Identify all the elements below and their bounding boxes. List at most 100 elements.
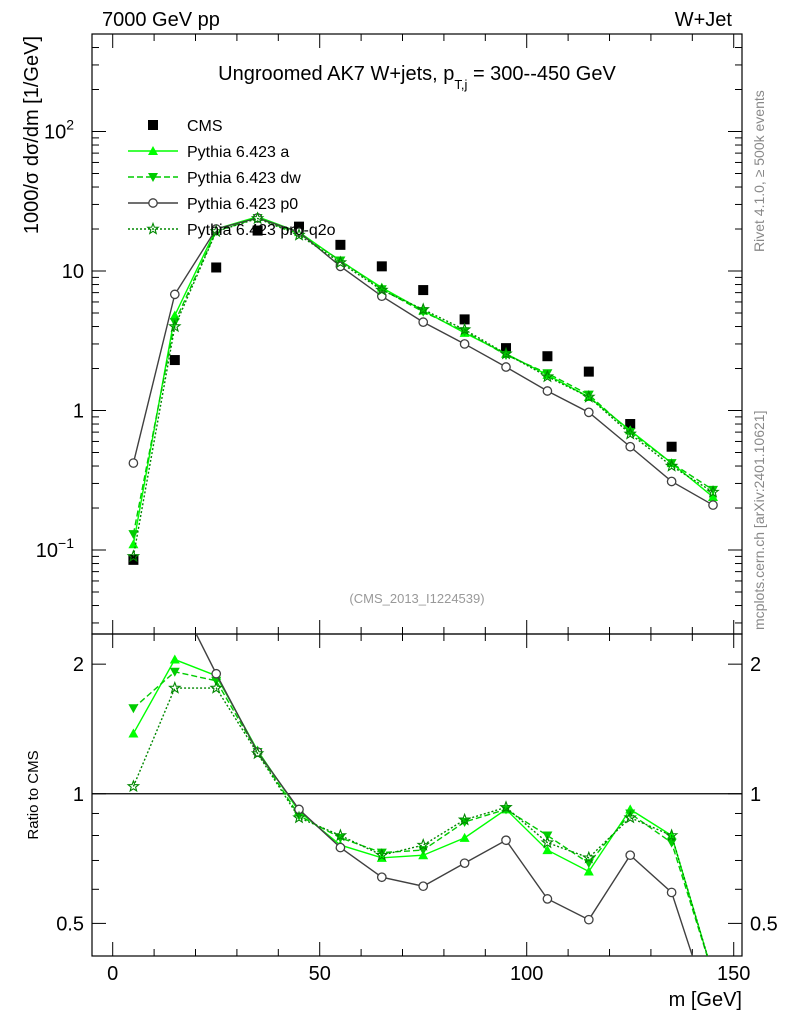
legend-entry-pythia-6-423-pro-q2o: Pythia 6.423 pro-q2o bbox=[128, 221, 336, 239]
legend-entry-pythia-6-423-dw: Pythia 6.423 dw bbox=[128, 170, 301, 187]
main-ylabel: 1000/σ dσ/dm [1/GeV] bbox=[21, 36, 43, 234]
ratio-series-pythia-6-423-pro-q2o bbox=[126, 680, 709, 956]
ratio-point-pythia-6-423-pro-q2o bbox=[540, 835, 555, 849]
ratio-point-pythia-6-423-p0 bbox=[129, 492, 137, 500]
ratio-ytick-label-right: 0.5 bbox=[750, 913, 778, 935]
main-point-pythia-6-423-p0 bbox=[294, 227, 304, 237]
main-point-pythia-6-423-a bbox=[169, 310, 180, 320]
main-point-cms bbox=[459, 314, 470, 325]
ratio-point-pythia-6-423-p0 bbox=[666, 887, 677, 898]
ratio-point-pythia-6-423-dw bbox=[666, 838, 677, 848]
main-series-pythia-6-423-a bbox=[128, 211, 719, 549]
legend-entry-pythia-6-423-a: Pythia 6.423 a bbox=[128, 144, 289, 161]
main-point-pythia-6-423-p0 bbox=[501, 362, 511, 372]
ratio-point-pythia-6-423-a bbox=[583, 866, 594, 876]
ratio-point-pythia-6-423-pro-q2o bbox=[209, 680, 223, 694]
main-point-pythia-6-423-p0 bbox=[708, 500, 718, 510]
legend-marker bbox=[146, 221, 160, 235]
ratio-xtick-label: 100 bbox=[510, 963, 543, 985]
main-point-pythia-6-423-dw bbox=[625, 428, 636, 438]
ratio-series-pythia-6-423-dw bbox=[128, 667, 708, 956]
ratio-point-pythia-6-423-p0 bbox=[583, 914, 594, 925]
legend-entry-cms: CMS bbox=[148, 118, 223, 135]
ratio-point-pythia-6-423-dw bbox=[128, 704, 139, 714]
legend: CMS Pythia 6.423 a Pythia 6.423 dw Pythia 6… bbox=[128, 118, 336, 239]
watermark: (CMS_2013_I1224539) bbox=[349, 591, 484, 606]
main-point-pythia-6-423-pro-q2o bbox=[623, 426, 637, 440]
main-point-cms bbox=[376, 261, 387, 272]
main-point-cms bbox=[625, 419, 636, 430]
ratio-point-pythia-6-423-pro-q2o bbox=[168, 680, 182, 694]
ratio-point-pythia-6-423-pro-q2o bbox=[416, 838, 430, 851]
legend-marker bbox=[148, 120, 158, 130]
ratio-point-pythia-6-423-p0 bbox=[501, 835, 511, 846]
ratio-point-pythia-6-423-p0 bbox=[335, 842, 346, 853]
main-title: Ungroomed AK7 W+jets, pT,j = 300--450 Ge… bbox=[218, 63, 616, 92]
ratio-point-pythia-6-423-a bbox=[128, 728, 139, 738]
ratio-ytick-label-left: 1 bbox=[73, 784, 84, 806]
legend-marker bbox=[148, 198, 158, 208]
main-point-cms bbox=[583, 366, 594, 377]
main-point-cms bbox=[294, 221, 305, 232]
header-process: W+Jet bbox=[675, 9, 733, 31]
main-point-pythia-6-423-dw bbox=[583, 390, 594, 400]
main-ytick-label: 1 bbox=[73, 401, 84, 423]
legend-marker bbox=[148, 173, 158, 182]
main-point-pythia-6-423-pro-q2o bbox=[126, 549, 141, 563]
legend-label: CMS bbox=[187, 118, 223, 135]
main-point-pythia-6-423-dw bbox=[128, 530, 139, 540]
main-line-pythia-6-423-p0 bbox=[132, 217, 714, 506]
main-point-cms bbox=[335, 239, 346, 250]
main-point-pythia-6-423-pro-q2o bbox=[168, 319, 182, 333]
main-ytick-label: 10 bbox=[62, 261, 84, 283]
main-point-pythia-6-423-pro-q2o bbox=[664, 458, 679, 472]
ratio-point-pythia-6-423-p0 bbox=[418, 881, 429, 892]
ratio-series-pythia-6-423-p0 bbox=[129, 492, 694, 956]
main-point-cms bbox=[418, 285, 429, 296]
main-point-pythia-6-423-dw bbox=[335, 256, 346, 266]
ratio-point-pythia-6-423-pro-q2o bbox=[333, 828, 348, 842]
main-point-pythia-6-423-a bbox=[708, 491, 719, 501]
main-panel: Ungroomed AK7 W+jets, pT,j = 300--450 Ge… bbox=[21, 33, 743, 647]
ratio-point-pythia-6-423-p0 bbox=[376, 872, 387, 883]
ratio-point-pythia-6-423-p0 bbox=[171, 587, 179, 595]
main-ytick-label: 10−1 bbox=[36, 535, 74, 562]
legend-label: Pythia 6.423 a bbox=[187, 144, 289, 161]
main-point-pythia-6-423-pro-q2o bbox=[582, 389, 596, 403]
main-point-pythia-6-423-dw bbox=[666, 459, 677, 469]
ratio-point-pythia-6-423-a bbox=[542, 845, 553, 855]
main-axis-ticks: 10−1 1 10 102 bbox=[36, 33, 742, 634]
main-point-pythia-6-423-p0 bbox=[625, 441, 636, 452]
main-point-pythia-6-423-pro-q2o bbox=[292, 227, 306, 241]
main-point-pythia-6-423-p0 bbox=[128, 458, 139, 468]
main-point-cms bbox=[708, 637, 718, 647]
main-point-pythia-6-423-a bbox=[128, 539, 139, 549]
ratio-xtick-label: 150 bbox=[717, 963, 750, 985]
main-point-pythia-6-423-dw bbox=[542, 369, 553, 379]
ratio-point-pythia-6-423-dw bbox=[625, 809, 636, 819]
ratio-point-pythia-6-423-pro-q2o bbox=[250, 746, 265, 760]
main-point-cms bbox=[542, 351, 553, 362]
ratio-point-pythia-6-423-p0 bbox=[625, 850, 636, 861]
ratio-point-pythia-6-423-pro-q2o bbox=[126, 779, 141, 793]
main-point-pythia-6-423-pro-q2o bbox=[706, 485, 720, 498]
ratio-point-pythia-6-423-p0 bbox=[542, 894, 553, 904]
main-point-cms bbox=[169, 355, 180, 366]
main-series-pythia-6-423-pro-q2o bbox=[126, 211, 720, 563]
main-point-pythia-6-423-pro-q2o bbox=[209, 224, 223, 238]
ratio-axis-ticks: 0 50 100 150 0.5 0.5 1 1 2 2 bbox=[56, 634, 778, 985]
main-point-pythia-6-423-p0 bbox=[542, 386, 553, 396]
main-point-cms bbox=[666, 441, 677, 452]
main-point-pythia-6-423-p0 bbox=[666, 476, 677, 487]
rivet-label: Rivet 4.1.0, ≥ 500k events bbox=[751, 90, 767, 252]
ratio-ytick-label-left: 2 bbox=[73, 654, 84, 676]
ratio-point-pythia-6-423-pro-q2o bbox=[457, 812, 472, 826]
ratio-panel: Ratio to CMS m [GeV] 0 50 100 150 0.5 0.5 1 1 2 2 bbox=[25, 492, 778, 1011]
ratio-series-group bbox=[126, 492, 709, 956]
ratio-point-pythia-6-423-pro-q2o bbox=[623, 810, 637, 824]
main-point-cms bbox=[252, 225, 263, 236]
ratio-line-pythia-6-423-pro-q2o bbox=[132, 687, 709, 956]
main-point-pythia-6-423-pro-q2o bbox=[333, 255, 348, 269]
ratio-point-pythia-6-423-pro-q2o bbox=[292, 810, 306, 824]
